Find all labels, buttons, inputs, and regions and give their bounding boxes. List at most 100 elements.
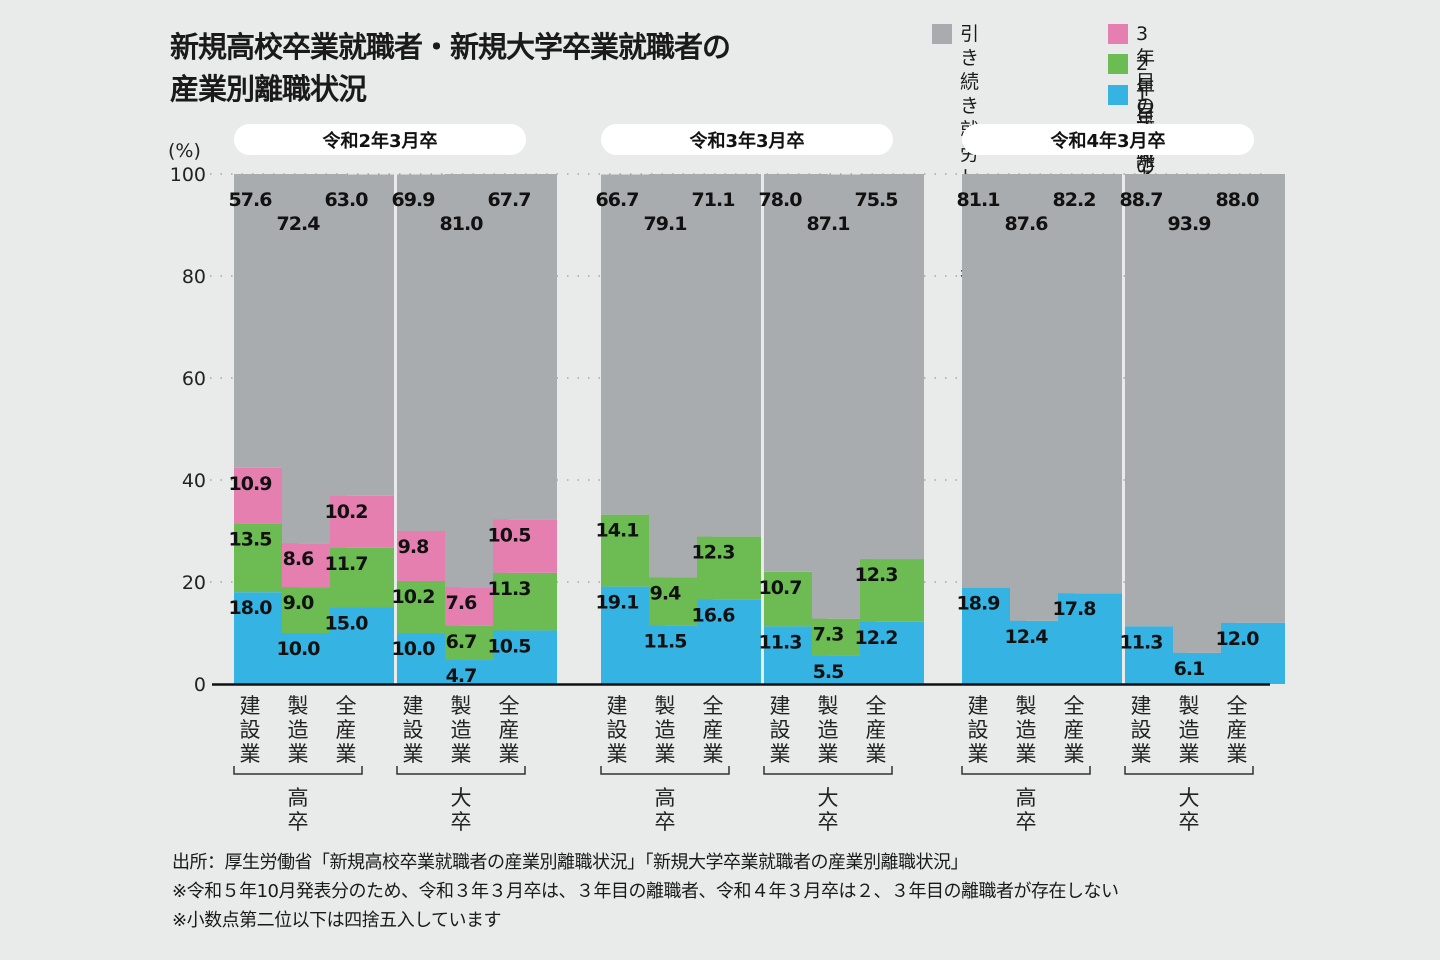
x-tick-label-char: 業 (1016, 742, 1037, 766)
group-label-char: 高 (1016, 786, 1037, 810)
bar-segment-year1 (860, 621, 924, 684)
group-label-char: 卒 (818, 810, 839, 834)
y-tick-label: 20 (182, 572, 206, 594)
data-label-year1: 17.8 (1053, 598, 1097, 620)
x-tick-label-char: 設 (403, 718, 424, 742)
x-tick-label-char: 業 (499, 742, 520, 766)
data-label-year2: 10.2 (392, 586, 435, 608)
y-tick-label: 0 (194, 674, 206, 696)
x-tick-label-char: 産 (1064, 718, 1085, 742)
bar-segment-remaining (330, 174, 394, 496)
note-rounding: ※小数点第二位以下は四捨五入しています (172, 910, 502, 931)
data-label-year3: 10.5 (488, 524, 531, 546)
data-label-remaining: 79.1 (644, 213, 687, 235)
x-tick-label-char: 全 (703, 694, 724, 718)
x-tick-label-char: 業 (451, 742, 472, 766)
x-tick-label-char: 産 (703, 718, 724, 742)
data-label-year2: 13.5 (229, 528, 272, 550)
data-label-remaining: 78.0 (759, 189, 803, 211)
x-tick-label-char: 産 (336, 718, 357, 742)
x-tick-label-char: 業 (1179, 742, 1200, 766)
data-label-year1: 15.0 (325, 613, 369, 635)
bar-segment-year1 (697, 599, 761, 684)
data-label-remaining: 75.5 (855, 189, 898, 211)
data-label-year1: 11.3 (1120, 631, 1163, 653)
x-tick-label-char: 建 (770, 694, 791, 718)
x-tick-label-char: 設 (240, 718, 261, 742)
x-tick-label-char: 全 (1064, 694, 1085, 718)
bar-segment-year1 (1221, 622, 1285, 684)
group-label-char: 高 (655, 786, 676, 810)
data-label-year1: 10.5 (488, 635, 531, 657)
legend-swatch-year3 (1108, 24, 1128, 44)
x-tick-label-char: 業 (1227, 742, 1248, 766)
group-bracket (396, 766, 526, 775)
group-bracket (763, 766, 893, 775)
data-label-remaining: 71.1 (692, 189, 735, 211)
data-label-year1: 10.0 (277, 638, 321, 660)
chart-title-line-1: 新規高校卒業就職者・新規大学卒業就職者の (170, 30, 731, 64)
data-label-remaining: 82.2 (1053, 189, 1096, 211)
data-label-remaining: 88.7 (1120, 189, 1163, 211)
x-tick-label-char: 業 (818, 742, 839, 766)
x-tick-label-char: 造 (818, 718, 839, 742)
x-tick-label-char: 全 (866, 694, 887, 718)
bar-segment-year2 (493, 572, 557, 631)
y-tick-label: 40 (182, 470, 206, 492)
data-label-remaining: 67.7 (488, 189, 531, 211)
data-label-year1: 12.4 (1005, 626, 1049, 648)
data-label-year1: 16.6 (692, 604, 736, 626)
legend-swatch-year2 (1108, 54, 1128, 74)
y-axis-unit-label: (%) (168, 140, 201, 162)
data-label-year1: 4.7 (446, 665, 477, 687)
group-label-char: 卒 (1179, 810, 1200, 834)
x-tick-label-char: 業 (770, 742, 791, 766)
group-label-char: 卒 (1016, 810, 1037, 834)
data-label-year1: 12.0 (1216, 628, 1260, 650)
bar-segment-remaining (697, 174, 761, 537)
y-tick-label: 80 (182, 266, 206, 288)
x-tick-label-char: 製 (1179, 694, 1200, 718)
group-bracket (233, 766, 363, 775)
data-label-year1: 18.9 (957, 593, 1000, 615)
data-label-remaining: 87.1 (807, 213, 850, 235)
x-tick-label-char: 建 (1131, 694, 1152, 718)
bar-segment-remaining (1221, 174, 1285, 623)
x-tick-label-char: 全 (499, 694, 520, 718)
bar-segment-year2 (860, 559, 924, 622)
x-tick-label-char: 業 (703, 742, 724, 766)
data-label-year2: 12.3 (692, 542, 735, 564)
group-bracket (961, 766, 1091, 775)
data-label-remaining: 66.7 (596, 189, 639, 211)
legend-swatch-remaining (932, 24, 952, 44)
x-tick-label-char: 設 (968, 718, 989, 742)
cohort-header-pill (601, 124, 893, 155)
cohort-header-label: 令和4年3月卒 (1049, 130, 1165, 152)
y-tick-label: 60 (182, 368, 206, 390)
x-tick-label-char: 建 (607, 694, 628, 718)
bar-segment-year1 (330, 607, 394, 684)
data-label-year1: 5.5 (813, 661, 844, 683)
data-label-year1: 19.1 (596, 592, 639, 614)
x-tick-label-char: 造 (655, 718, 676, 742)
data-label-year1: 18.0 (229, 597, 273, 619)
x-tick-label-char: 業 (288, 742, 309, 766)
data-label-remaining: 63.0 (325, 189, 369, 211)
note-missing-data: ※令和５年10月発表分のため、令和３年３月卒は、３年目の離職者、令和４年３月卒は… (172, 881, 1119, 902)
x-tick-label-char: 造 (451, 718, 472, 742)
x-tick-label-char: 業 (968, 742, 989, 766)
cohort-header-label: 令和3年3月卒 (688, 130, 804, 152)
x-tick-label-char: 製 (818, 694, 839, 718)
x-tick-label-char: 業 (403, 742, 424, 766)
data-label-remaining: 72.4 (277, 213, 321, 235)
group-label-char: 卒 (288, 810, 309, 834)
data-label-year2: 11.7 (325, 553, 368, 575)
x-tick-label-char: 製 (1016, 694, 1037, 718)
data-label-year2: 14.1 (596, 520, 639, 542)
data-label-year2: 11.3 (488, 578, 531, 600)
data-label-year1: 6.1 (1174, 658, 1205, 680)
bar-segment-year1 (1058, 593, 1122, 684)
group-label-char: 卒 (451, 810, 472, 834)
x-tick-label-char: 造 (1179, 718, 1200, 742)
x-tick-label-char: 全 (336, 694, 357, 718)
